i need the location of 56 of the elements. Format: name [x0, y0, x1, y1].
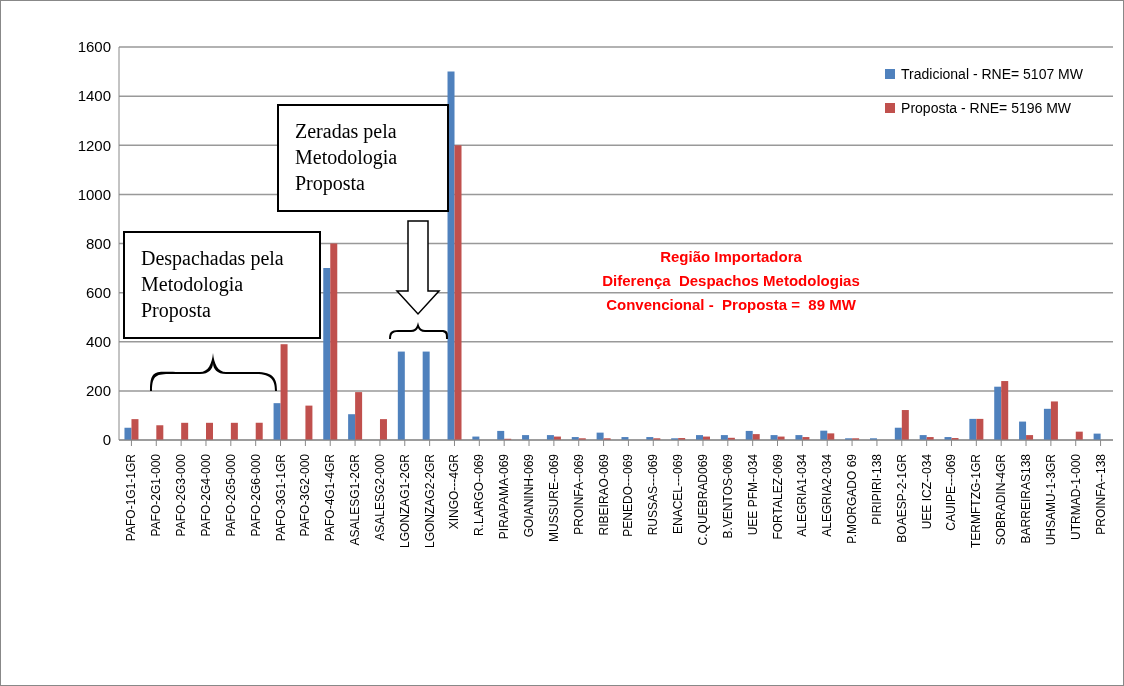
x-tick-label: UTRMAD-1-000 — [1068, 453, 1083, 541]
x-tick-label: PROINFA--069 — [571, 453, 586, 535]
x-tick-label: ENACEL---069 — [671, 453, 686, 535]
y-tick-label: 1600 — [77, 38, 111, 56]
x-tick-label: RIBEIRAO-069 — [596, 453, 611, 536]
y-tick-label: 600 — [85, 283, 111, 301]
annotation: Região Importadora — [659, 248, 803, 265]
x-tick-label: TERMFTZG-1GR — [969, 453, 984, 548]
x-tick-label: FORTALEZ-069 — [770, 453, 785, 540]
x-tick-label: XINGO---4GR — [447, 453, 462, 530]
x-tick-label: PAFO-2G3-000 — [174, 453, 189, 537]
y-tick-label: 1400 — [77, 87, 111, 105]
x-tick-label: PIRAPAMA-069 — [497, 453, 512, 540]
text-box: Zeradas pela Metodologia Proposta — [277, 104, 449, 212]
y-tick-label: 200 — [85, 382, 111, 400]
x-tick-label: MUSSURE--069 — [546, 453, 561, 543]
x-tick-label: PAFO-3G1-1GR — [273, 453, 288, 542]
legend-label: Tradicional - RNE= 5107 MW — [901, 66, 1083, 82]
text-box: Despachadas pela Metodologia Proposta — [123, 231, 321, 339]
x-tick-label: PAFO-4G1-4GR — [323, 453, 338, 542]
y-tick-label: 1200 — [77, 136, 111, 154]
annotation: Diferença Despachos Metodologias — [601, 272, 861, 289]
x-tick-label: PIRIPIRI-138 — [869, 453, 884, 525]
y-tick-label: 1000 — [77, 185, 111, 203]
x-tick-label: P.MORGADO 69 — [845, 453, 860, 544]
x-tick-label: R.LARGO--069 — [472, 453, 487, 537]
x-tick-label: LGONZAG2-2GR — [422, 453, 437, 549]
y-tick-label: 0 — [102, 431, 111, 449]
x-tick-label: PAFO-2G1-000 — [149, 453, 164, 537]
y-tick-label: 400 — [85, 333, 111, 351]
x-tick-label: GOIANINH-069 — [522, 453, 537, 538]
x-tick-label: BOAESP-2-1GR — [894, 453, 909, 543]
annotation: Convencional - Proposta = 89 MW — [605, 296, 857, 313]
x-tick-label: ASALESG2-000 — [372, 453, 387, 541]
x-tick-label: PAFO-1G1-1GR — [124, 453, 139, 542]
legend-label: Proposta - RNE= 5196 MW — [901, 100, 1072, 116]
x-tick-label: B.VENTOS-069 — [720, 453, 735, 539]
x-tick-label: UEE ICZ--034 — [919, 453, 934, 530]
x-tick-label: PAFO-2G6-000 — [248, 453, 263, 537]
x-tick-label: PAFO-2G4-000 — [198, 453, 213, 537]
x-tick-label: ALEGRIA2-034 — [820, 453, 835, 537]
x-tick-label: LGONZAG1-2GR — [397, 453, 412, 549]
x-tick-label: PAFO-2G5-000 — [223, 453, 238, 537]
x-tick-label: BARREIRAS138 — [1019, 453, 1034, 544]
x-tick-label: PAFO-3G2-000 — [298, 453, 313, 537]
x-tick-label: CAUIPE---069 — [944, 453, 959, 531]
x-tick-label: PROINFA--138 — [1093, 453, 1108, 535]
x-tick-label: SOBRADIN-4GR — [994, 453, 1009, 546]
x-tick-label: ALEGRIA1-034 — [795, 453, 810, 537]
x-tick-label: ASALESG1-2GR — [348, 453, 363, 546]
x-tick-label: RUSSAS---069 — [646, 453, 661, 536]
x-tick-label: UHSAMU-1-3GR — [1043, 453, 1058, 546]
x-tick-label: C.QUEBRAD069 — [695, 453, 710, 546]
x-tick-label: PENEDO---069 — [621, 453, 636, 537]
y-tick-label: 800 — [85, 234, 111, 252]
x-tick-label: UEE PFM--034 — [745, 453, 760, 536]
